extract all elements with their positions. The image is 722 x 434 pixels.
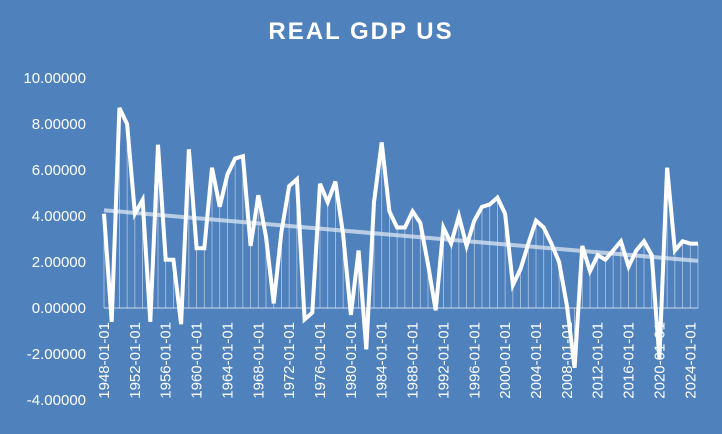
y-tick-label: -2.00000 <box>27 346 86 363</box>
x-tick-label: 1972-01-01 <box>281 322 298 399</box>
x-tick-label: 2008-01-01 <box>559 322 576 399</box>
x-tick-label: 1952-01-01 <box>127 322 144 399</box>
x-tick-label: 1960-01-01 <box>189 322 206 399</box>
x-tick-label: 2012-01-01 <box>590 322 607 399</box>
y-tick-label: 2.00000 <box>32 254 86 271</box>
drop-lines <box>103 107 699 368</box>
series-line <box>102 107 698 369</box>
x-tick-label: 1976-01-01 <box>312 322 329 399</box>
y-tick-label: 0.00000 <box>32 300 86 317</box>
x-tick-label: 1956-01-01 <box>158 322 175 399</box>
y-tick-label: 8.00000 <box>32 116 86 133</box>
chart-title: REAL GDP US <box>268 18 454 45</box>
y-tick-label: 6.00000 <box>32 162 86 179</box>
x-tick-label: 1984-01-01 <box>374 322 391 399</box>
x-tick-label: 1996-01-01 <box>466 322 483 399</box>
trendline <box>103 208 699 263</box>
x-tick-label: 2004-01-01 <box>528 322 545 399</box>
x-tick-label: 1992-01-01 <box>435 322 452 399</box>
x-tick-label: 2020-01-01 <box>651 322 668 399</box>
y-tick-label: 10.00000 <box>23 70 86 87</box>
y-tick-label: 4.00000 <box>32 208 86 225</box>
x-tick-label: 2000-01-01 <box>497 322 514 399</box>
y-axis-ticks: -4.00000 -2.00000 0.00000 2.00000 4.00000 6.0… <box>23 70 86 409</box>
x-tick-label: 1948-01-01 <box>96 322 113 399</box>
x-tick-label: 2016-01-01 <box>621 322 638 399</box>
x-tick-label: 1964-01-01 <box>219 322 236 399</box>
x-tick-label: 1980-01-01 <box>343 322 360 399</box>
x-tick-label: 1968-01-01 <box>250 322 267 399</box>
x-tick-label: 1988-01-01 <box>405 322 422 399</box>
y-tick-label: -4.00000 <box>27 392 86 409</box>
x-tick-label: 2024-01-01 <box>682 322 699 399</box>
x-axis-ticks: 1948-01-01 1952-01-01 1956-01-01 1960-01-01… <box>96 322 699 399</box>
